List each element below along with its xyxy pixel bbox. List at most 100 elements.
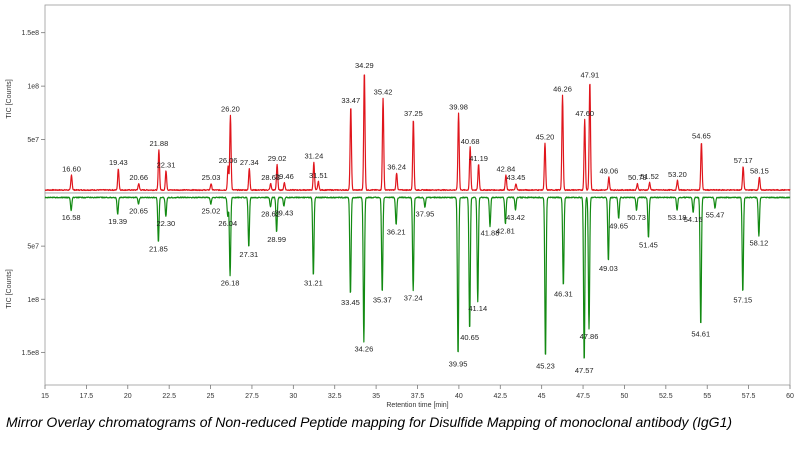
x-tick-label: 25 xyxy=(207,393,215,400)
peak-label-top: 40.68 xyxy=(461,137,480,146)
peak-label-top: 28.63 xyxy=(261,173,280,182)
x-tick-label: 15 xyxy=(41,393,49,400)
peak-label-bottom: 58.12 xyxy=(749,238,768,247)
peak-label-bottom: 53.18 xyxy=(668,213,687,222)
x-tick-label: 42.5 xyxy=(493,393,507,400)
peak-label-top: 37.25 xyxy=(404,109,423,118)
peak-label-bottom: 20.65 xyxy=(129,206,148,215)
peak-label-bottom: 51.45 xyxy=(639,240,658,249)
y-tick-label-top: 5e7 xyxy=(27,137,39,144)
x-tick-label: 20 xyxy=(124,393,132,400)
peak-label-top: 50.78 xyxy=(628,173,647,182)
peak-label-bottom: 19.39 xyxy=(108,217,127,226)
peak-label-top: 57.17 xyxy=(734,156,753,165)
peak-label-bottom: 29.43 xyxy=(275,209,294,218)
x-tick-label: 17.5 xyxy=(80,393,94,400)
peak-label-bottom: 37.95 xyxy=(416,210,435,219)
peak-label-bottom: 54.15 xyxy=(684,215,703,224)
plot-area-top xyxy=(44,4,791,194)
peak-label-top: 42.84 xyxy=(497,165,516,174)
peak-label-bottom: 36.21 xyxy=(387,228,406,237)
peak-label-top: 19.43 xyxy=(109,158,128,167)
peak-label-bottom: 28.99 xyxy=(267,235,286,244)
peak-label-bottom: 16.58 xyxy=(62,213,81,222)
peak-label-bottom: 26.18 xyxy=(221,279,240,288)
peak-label-top: 47.91 xyxy=(580,70,599,79)
peak-label-bottom: 37.24 xyxy=(404,294,423,303)
peak-label-top: 49.06 xyxy=(599,167,618,176)
peak-label-top: 33.47 xyxy=(341,96,360,105)
peak-label-bottom: 47.86 xyxy=(580,332,599,341)
peak-label-bottom: 41.14 xyxy=(468,304,487,313)
peak-label-top: 51.52 xyxy=(640,172,659,181)
peak-label-bottom: 28.62 xyxy=(261,210,280,219)
peak-label-bottom: 49.65 xyxy=(609,221,628,230)
peak-label-top: 26.20 xyxy=(221,105,240,114)
peak-label-top: 21.88 xyxy=(150,139,169,148)
peak-label-bottom: 57.15 xyxy=(733,296,752,305)
x-tick-label: 27.5 xyxy=(245,393,259,400)
peak-label-top: 31.24 xyxy=(304,152,323,161)
axis-ticks: 15 17.5 20 22.5 25 27.5 30 32.5 35 37.5 40 42.5 45 47… xyxy=(21,30,794,400)
peak-label-top: 20.66 xyxy=(129,173,148,182)
y-axis-title-bottom: TIC [Counts] xyxy=(6,269,13,308)
y-axis-title-top: TIC [Counts] xyxy=(6,79,13,118)
peak-label-bottom: 49.03 xyxy=(599,264,618,273)
y-tick-label-top: 1.5e8 xyxy=(21,30,39,37)
peak-label-top: 36.24 xyxy=(387,162,406,171)
peak-label-bottom: 46.31 xyxy=(554,289,573,298)
x-tick-label: 32.5 xyxy=(328,393,342,400)
peak-label-top: 43.45 xyxy=(507,173,526,182)
x-tick-label: 57.5 xyxy=(742,393,756,400)
top-chromatogram-trace xyxy=(44,74,791,192)
x-tick-label: 30 xyxy=(289,393,297,400)
peak-label-bottom: 21.85 xyxy=(149,245,168,254)
peak-label-top: 26.06 xyxy=(219,156,238,165)
peak-label-bottom: 35.37 xyxy=(373,296,392,305)
peak-label-bottom: 50.73 xyxy=(627,213,646,222)
x-tick-label: 35 xyxy=(372,393,380,400)
peak-label-top: 22.31 xyxy=(157,160,176,169)
peak-label-bottom: 54.61 xyxy=(691,330,710,339)
x-tick-label: 52.5 xyxy=(659,393,673,400)
peak-label-bottom: 42.81 xyxy=(496,227,515,236)
mirror-chromatogram-chart: 15 17.5 20 22.5 25 27.5 30 32.5 35 37.5 40 42.5 45 47… xyxy=(6,4,794,409)
plot-area-bottom xyxy=(44,192,791,386)
peak-label-top: 41.19 xyxy=(469,154,488,163)
peak-label-bottom: 26.04 xyxy=(218,219,237,228)
x-tick-label: 37.5 xyxy=(411,393,425,400)
peak-label-top: 45.20 xyxy=(536,132,555,141)
figure-caption: Mirror Overlay chromatograms of Non-redu… xyxy=(6,414,733,430)
x-tick-label: 60 xyxy=(786,393,794,400)
peak-label-bottom: 40.65 xyxy=(460,333,479,342)
x-axis-title: Retention time [min] xyxy=(386,402,448,409)
peak-label-bottom: 33.45 xyxy=(341,298,360,307)
peak-label-bottom: 39.95 xyxy=(449,359,468,368)
peak-label-bottom: 47.57 xyxy=(575,366,594,375)
peak-label-top: 46.26 xyxy=(553,84,572,93)
peak-label-bottom: 43.42 xyxy=(506,213,525,222)
peak-label-bottom: 41.88 xyxy=(481,229,500,238)
x-tick-label: 47.5 xyxy=(576,393,590,400)
y-tick-label-bottom: 1.5e8 xyxy=(21,350,39,357)
peak-label-top: 27.34 xyxy=(240,158,259,167)
y-tick-label-bottom: 5e7 xyxy=(27,244,39,251)
peak-label-bottom: 22.30 xyxy=(156,219,175,228)
y-tick-label-top: 1e8 xyxy=(27,84,39,91)
x-tick-label: 50 xyxy=(621,393,629,400)
peak-label-top: 53.20 xyxy=(668,170,687,179)
peak-label-top: 25.03 xyxy=(202,173,221,182)
peak-label-bottom: 45.23 xyxy=(536,362,555,371)
x-tick-label: 55 xyxy=(703,393,711,400)
peak-label-bottom: 34.26 xyxy=(354,345,373,354)
x-tick-label: 22.5 xyxy=(162,393,176,400)
peak-label-bottom: 55.47 xyxy=(706,211,725,220)
peak-label-bottom: 31.21 xyxy=(304,279,323,288)
peak-label-top: 54.65 xyxy=(692,131,711,140)
x-tick-label: 40 xyxy=(455,393,463,400)
peak-label-top: 47.60 xyxy=(575,109,594,118)
peak-label-top: 31.51 xyxy=(309,171,328,180)
peak-label-top: 16.60 xyxy=(62,165,81,174)
x-tick-label: 45 xyxy=(538,393,546,400)
